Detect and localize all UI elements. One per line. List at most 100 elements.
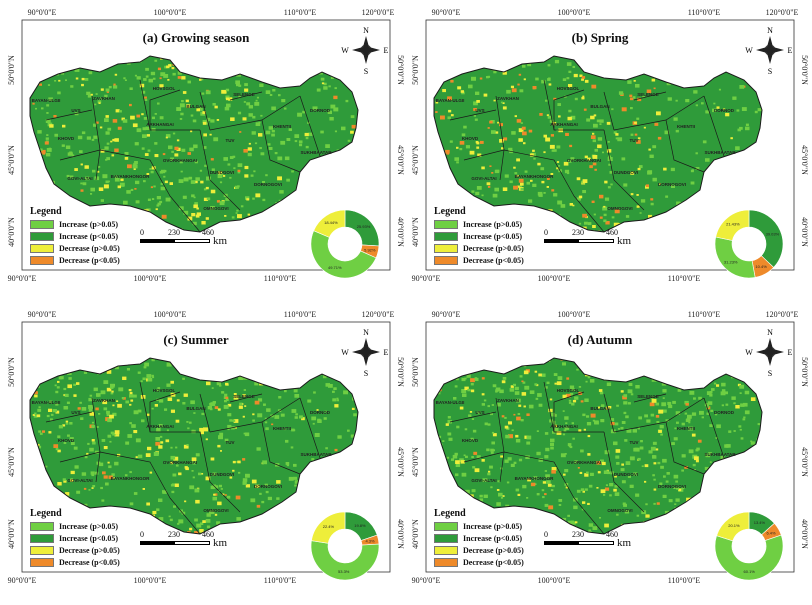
latitude-label-right: 50°0'0"N [396,357,404,387]
province-label: OMNOGOVI [203,508,228,513]
panel-title: (d) Autumn [568,332,633,347]
latitude-label-right: 45°0'0"N [396,447,404,477]
scale-tick-label: 230 [572,228,584,237]
province-boundary [229,91,263,101]
longitude-label-bottom: 90°0'0"E [8,576,37,585]
legend-item: Increase (p<0.05) [434,231,524,242]
legend: Legend Increase (p>0.05) Increase (p<0.05)… [434,206,524,267]
longitude-label-top: 110°0'0"E [688,310,721,319]
legend: Legend Increase (p>0.05) Increase (p<0.05)… [434,508,524,569]
country-fill [30,56,358,232]
province-label: DORNOGOVI [254,484,282,489]
longitude-label-bottom: 110°0'0"E [668,274,701,283]
province-boundary [633,91,667,101]
legend-swatch [434,244,458,253]
legend-item: Increase (p>0.05) [30,219,120,230]
province-label: BAYAN-ULGII [436,98,465,103]
scale-bar-graphic [544,541,614,545]
province-label: BAYANKHONGOR [515,174,554,179]
latitude-label-left: 45°0'0"N [7,145,16,175]
donut-slice [311,511,346,544]
province-label: DORNOGOVI [658,182,686,187]
province-label: ZAVKHAN [93,96,115,101]
legend-swatch [434,232,458,241]
compass-letter: N [363,26,369,35]
longitude-label-bottom: 90°0'0"E [8,274,37,283]
longitude-label-top: 90°0'0"E [432,8,461,17]
latitude-label-left: 50°0'0"N [411,55,420,85]
scale-tick-label: 0 [544,228,548,237]
province-boundary [573,497,605,534]
province-label: BULGAN [590,406,609,411]
scale-tick-label: 0 [544,530,548,539]
panel-title: (b) Spring [572,30,629,45]
legend-swatch [434,220,458,229]
scale-bar: 0 230 460 km [544,228,634,254]
longitude-label-top: 90°0'0"E [432,310,461,319]
scale-bar-graphic [544,239,614,243]
compass-letter: W [341,348,349,357]
compass-letter: W [745,348,753,357]
province-boundary [463,149,505,161]
donut-slice [310,540,380,581]
latitude-label-left: 40°0'0"N [411,217,420,247]
province-label: HOVSGOL [153,86,176,91]
province-label: GOVI-ALTAI [471,478,496,483]
compass-letter: S [768,67,772,76]
legend-swatch [434,558,458,567]
compass-letter: W [745,46,753,55]
province-boundary [463,451,505,463]
province-label: TUV [630,440,639,445]
legend-item: Increase (p>0.05) [434,219,524,230]
province-label: ARKHANGAI [146,122,174,127]
legend-label: Increase (p>0.05) [463,220,523,229]
legend-item: Increase (p<0.05) [30,533,120,544]
province-boundary [261,421,301,475]
latitude-label-left: 50°0'0"N [411,357,420,387]
province-label: OVORKHANGAI [567,158,601,163]
country-boundary [29,357,359,535]
province-label: DUNDGOVI [614,170,638,175]
donut-slice [748,209,784,268]
province-label: KHOVD [462,438,479,443]
province-label: HOVSGOL [557,388,580,393]
province-label: KHOVD [58,136,75,141]
province-label: KHENTII [273,426,291,431]
map-svg: 90°0'0"E 100°0'0"E 110°0'0"E 120°0'0"E 90°0'… [411,8,808,283]
donut-slice-label: 5.92% [364,248,376,253]
province-label: HOVSGOL [557,86,580,91]
legend-item: Decrease (p<0.05) [434,255,524,266]
province-boundary [703,95,725,157]
country-boundary [433,55,763,233]
province-label: KHENTII [273,124,291,129]
province-label: BAYANKHONGOR [111,174,150,179]
donut-slice [714,534,784,581]
province-label: UVS [475,108,484,113]
donut-slice [715,209,750,241]
longitude-label-top: 120°0'0"E [766,8,799,17]
longitude-label-top: 100°0'0"E [558,8,591,17]
province-label: OVORKHANGAI [163,158,197,163]
province-boundary [633,393,667,403]
longitude-label-top: 110°0'0"E [284,8,317,17]
compass-letter: E [384,46,389,55]
province-boundary [603,91,615,131]
longitude-label-bottom: 100°0'0"E [134,274,167,283]
province-boundary [45,411,93,423]
province-boundary [45,109,93,121]
province-boundary [449,109,497,121]
province-label: KHOVD [58,438,75,443]
province-label: KHENTII [677,426,695,431]
legend-swatch [30,534,54,543]
compass-letter: E [788,348,793,357]
province-label: DUNDGOVI [210,170,234,175]
scale-tick-label: 0 [140,228,144,237]
legend-swatch [30,244,54,253]
longitude-label-top: 100°0'0"E [154,8,187,17]
province-boundary [449,411,497,423]
legend-label: Increase (p<0.05) [59,534,119,543]
scale-bar: 0 230 460 km [544,530,634,556]
province-label: ARKHANGAI [550,122,578,127]
legend: Legend Increase (p>0.05) Increase (p<0.05)… [30,206,120,267]
longitude-label-top: 110°0'0"E [688,8,721,17]
